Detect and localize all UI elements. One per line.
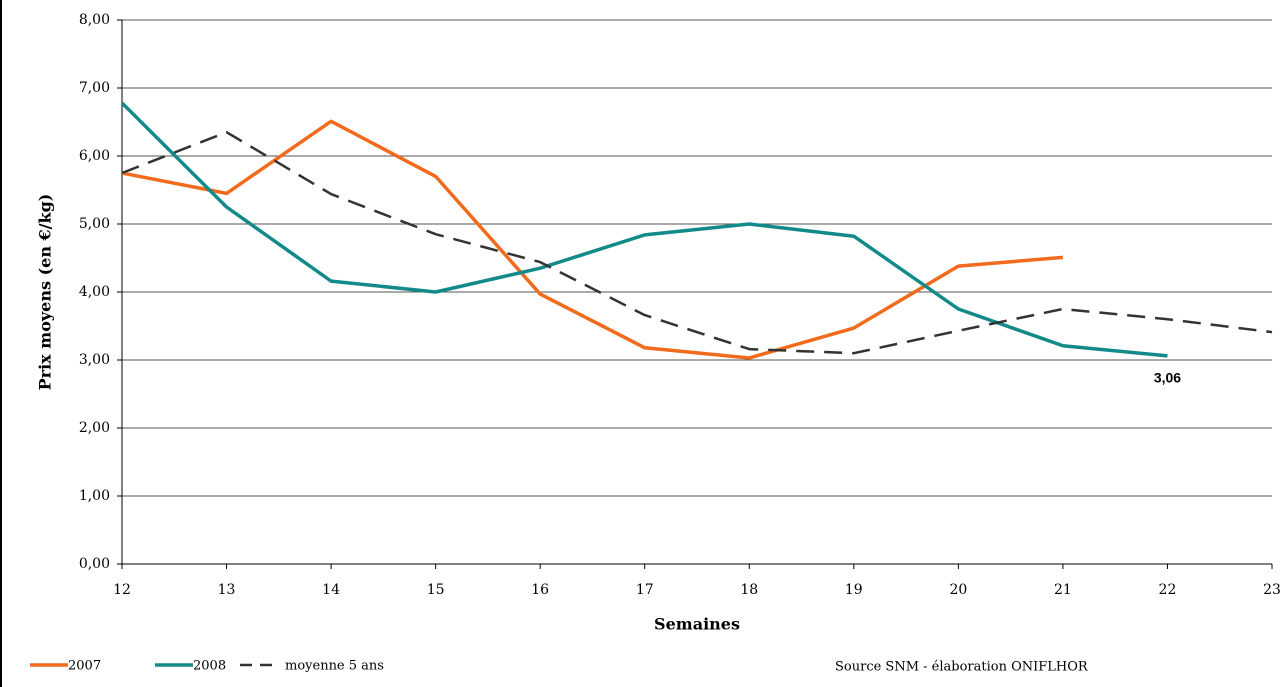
x-tick-label: 20 bbox=[949, 582, 967, 598]
y-tick-label: 3,00 bbox=[79, 352, 110, 368]
y-tick-label: 4,00 bbox=[79, 284, 110, 300]
legend-label: 2008 bbox=[193, 659, 226, 674]
x-tick-label: 13 bbox=[218, 582, 236, 598]
source-note: Source SNM - élaboration ONIFLHOR bbox=[835, 660, 1089, 675]
x-tick-label: 14 bbox=[322, 582, 340, 598]
y-tick-label: 5,00 bbox=[79, 216, 110, 232]
x-tick-label: 19 bbox=[845, 582, 863, 598]
y-tick-label: 2,00 bbox=[79, 420, 110, 436]
y-tick-label: 8,00 bbox=[79, 12, 110, 28]
data-label: 3,06 bbox=[1154, 370, 1181, 386]
x-tick-label: 18 bbox=[740, 582, 758, 598]
y-tick-label: 0,00 bbox=[79, 556, 110, 572]
x-tick-label: 22 bbox=[1159, 582, 1177, 598]
y-tick-label: 7,00 bbox=[79, 80, 110, 96]
x-tick-label: 21 bbox=[1054, 582, 1072, 598]
x-tick-label: 17 bbox=[636, 582, 654, 598]
x-tick-label: 23 bbox=[1263, 582, 1281, 598]
series-line bbox=[120, 101, 1168, 358]
y-tick-label: 1,00 bbox=[79, 488, 110, 504]
x-tick-label: 16 bbox=[531, 582, 549, 598]
x-tick-label: 15 bbox=[427, 582, 445, 598]
series-line bbox=[121, 130, 1273, 355]
y-tick-label: 6,00 bbox=[79, 148, 110, 164]
legend-label: 2007 bbox=[68, 659, 101, 674]
legend-label: moyenne 5 ans bbox=[285, 659, 384, 674]
x-axis-title: Semaines bbox=[654, 615, 740, 634]
y-axis-title: Prix moyens (en €/kg) bbox=[36, 194, 55, 391]
series-line bbox=[121, 119, 1064, 360]
x-tick-label: 12 bbox=[113, 582, 131, 598]
